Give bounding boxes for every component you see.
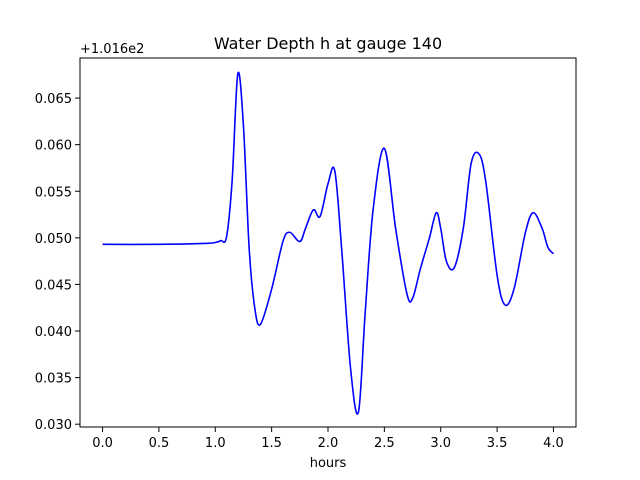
x-tick-label: 2.5 [374,436,395,451]
y-tick-label: 0.055 [35,185,72,200]
series-line-0 [102,71,555,415]
x-tick-label: 2.0 [318,436,339,451]
x-tick-label: 0.5 [149,436,170,451]
y-tick-label: 0.065 [35,92,72,107]
y-offset-label: +1.016e2 [80,42,144,57]
y-tick-label: 0.060 [35,139,72,154]
plot-area: 0.0 0.5 1.0 1.5 2.0 2.5 3.0 3.5 4.0 0.0300.0350.… [35,57,577,451]
y-tick-label: 0.035 [35,372,72,387]
x-tick-label: 3.0 [430,436,451,451]
x-tick-label: 0.0 [92,436,113,451]
x-axis: 0.0 0.5 1.0 1.5 2.0 2.5 3.0 3.5 4.0 [92,427,564,451]
series-layer [102,71,555,415]
y-tick-label: 0.045 [35,278,72,293]
y-tick-label: 0.030 [35,418,72,433]
x-tick-label: 1.0 [205,436,226,451]
x-axis-label: hours [310,456,347,471]
plot-frame [79,57,577,428]
x-tick-label: 4.0 [543,436,564,451]
y-tick-label: 0.040 [35,325,72,340]
x-tick-label: 3.5 [487,436,508,451]
x-tick-label: 1.5 [261,436,282,451]
y-tick-label: 0.050 [35,232,72,247]
plot-background [80,58,576,427]
chart-title: Water Depth h at gauge 140 [214,34,442,53]
y-axis: 0.030 0.035 0.040 0.045 0.050 0.055 0.060 0.065 [35,92,80,433]
